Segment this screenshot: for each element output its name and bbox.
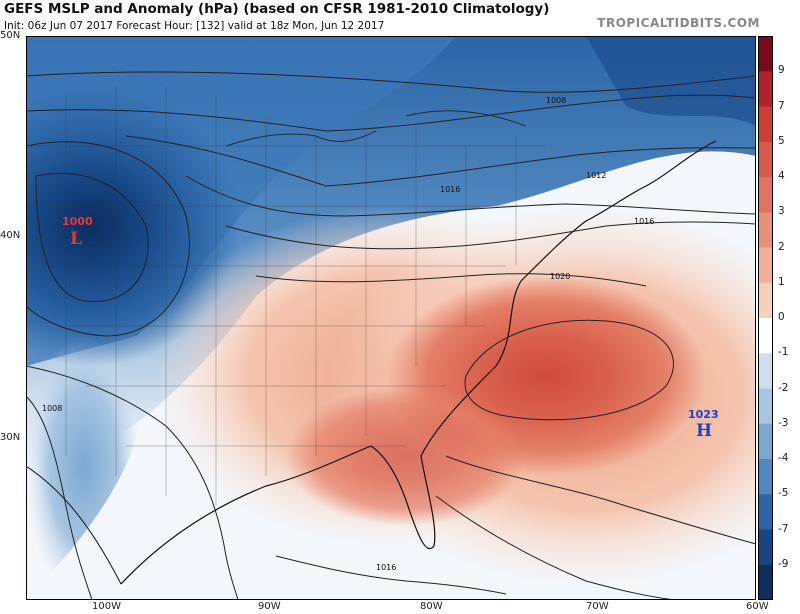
negative-anomaly-southwest: [26, 332, 142, 600]
high-center-symbol: H: [696, 421, 712, 441]
colorbar-swatch: [758, 212, 773, 248]
colorbar-tick-label: 1: [778, 275, 785, 288]
colorbar-tick-label: -4: [778, 452, 789, 464]
colorbar-tick-label: 0: [778, 311, 785, 323]
isobar-label: 1020: [550, 272, 570, 281]
colorbar-tick-label: 2: [778, 240, 785, 253]
colorbar-swatch: [758, 247, 773, 284]
isobar-label: 1012: [586, 171, 606, 180]
isobar-label: 1016: [634, 217, 654, 226]
colorbar-swatch: [758, 459, 773, 495]
low-center-value: 1000: [62, 215, 93, 228]
negative-anomaly-northeast: [586, 36, 756, 126]
colorbar-tick-label: 5: [778, 134, 785, 147]
colorbar-swatch: [758, 36, 773, 72]
colorbar-swatch: [758, 423, 773, 460]
colorbar-swatch: [758, 106, 773, 143]
lon-label-60w: 60W: [746, 601, 769, 612]
lat-label-50n: 50N: [0, 30, 21, 41]
colorbar-swatch: [758, 177, 773, 213]
map-frame: [26, 36, 756, 600]
colorbar-tick-label: -9: [778, 557, 789, 570]
chart-subtitle: Init: 06z Jun 07 2017 Forecast Hour: [13…: [4, 20, 385, 32]
colorbar-swatch: [758, 564, 773, 600]
chart-title: GEFS MSLP and Anomaly (hPa) (based on CF…: [4, 1, 550, 17]
lon-label-70w: 70W: [586, 601, 609, 612]
colorbar-tick-label: 7: [778, 99, 785, 112]
colorbar-swatch: [758, 141, 773, 178]
colorbar-tick-label: 9: [778, 64, 785, 77]
lat-label-30n: 30N: [0, 432, 21, 443]
isobar-label: 1016: [376, 563, 396, 572]
isobars: [26, 71, 756, 600]
colorbar-tick-label: 4: [778, 170, 785, 182]
anomaly-colorbar: [758, 36, 773, 600]
colorbar-frame: [758, 36, 773, 600]
state-borders: [26, 86, 546, 506]
isobar-label: 1016: [440, 185, 460, 194]
colorbar-swatch: [758, 71, 773, 107]
colorbar-tick-label: -3: [778, 416, 789, 429]
low-pressure-center: 1000 L: [62, 215, 93, 249]
high-pressure-center: 1023 H: [688, 408, 719, 441]
lon-label-80w: 80W: [420, 601, 443, 612]
positive-anomaly-gulf: [286, 386, 526, 526]
colorbar-swatch: [758, 353, 773, 389]
colorbar-swatch: [758, 388, 773, 425]
lon-label-100w: 100W: [92, 601, 121, 612]
colorbar-swatch: [758, 529, 773, 566]
isobar-label: 1008: [42, 404, 62, 413]
lat-label-40n: 40N: [0, 230, 21, 241]
colorbar-swatch: [758, 282, 773, 319]
lon-label-90w: 90W: [258, 601, 281, 612]
colorbar-swatch: [758, 494, 773, 530]
colorbar-tick-label: -1: [778, 346, 789, 359]
colorbar-tick-label: -7: [778, 522, 789, 535]
colorbar-tick-label: -5: [778, 487, 789, 500]
anomaly-map: 1008 1012 1016 1016 1020 1008 1016 1000 …: [26, 36, 756, 600]
colorbar-tick-label: -2: [778, 381, 789, 394]
coastline: [120, 140, 717, 585]
mexico-coastline: [26, 465, 122, 585]
colorbar-swatch: [758, 318, 773, 354]
brand-watermark: TROPICALTIDBITS.COM: [597, 16, 760, 30]
low-center-symbol: L: [70, 229, 82, 249]
colorbar-tick-label: 3: [778, 205, 785, 218]
isobar-label: 1008: [546, 96, 566, 105]
map-panel: 1008 1012 1016 1016 1020 1008 1016 1000 …: [26, 36, 756, 600]
great-lakes-outline: [225, 110, 527, 147]
high-center-value: 1023: [688, 408, 719, 421]
